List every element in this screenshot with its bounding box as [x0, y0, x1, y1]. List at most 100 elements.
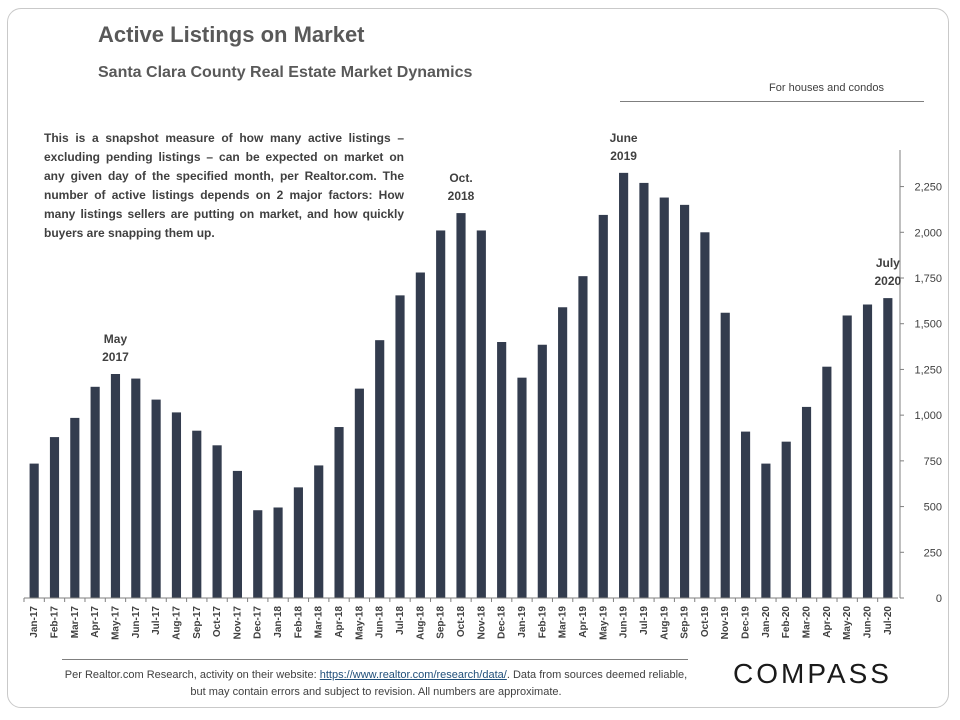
- scope-note: For houses and condos: [769, 82, 884, 94]
- x-tick-label: Aug-18: [415, 606, 426, 640]
- x-tick-label: Feb-17: [49, 606, 60, 639]
- bar-May-17: [110, 374, 121, 598]
- bar-Jan-20: [761, 463, 771, 598]
- bar-Oct-18: [456, 213, 466, 598]
- x-tick-label: Aug-19: [659, 606, 670, 640]
- bar-Mar-20: [801, 406, 812, 598]
- bar-Apr-20: [822, 366, 832, 598]
- x-tick-label: Jun-20: [863, 606, 874, 639]
- bars-group: [29, 172, 893, 599]
- x-tick-label: Apr-17: [90, 606, 101, 638]
- x-tick-label: May-17: [110, 606, 121, 640]
- bar-Mar-19: [558, 307, 568, 598]
- x-tick-label: Nov-17: [232, 606, 243, 640]
- bar-Jan-19: [517, 377, 527, 598]
- bar-Jan-18: [273, 507, 283, 598]
- bar-Jan-17: [29, 463, 39, 598]
- x-tick-label: Jun-18: [375, 606, 386, 639]
- x-tick-label: Jun-19: [619, 606, 630, 639]
- bar-Feb-17: [49, 437, 60, 598]
- x-tick-label: May-19: [598, 606, 609, 640]
- x-tick-label: Dec-19: [741, 606, 752, 639]
- source-footnote: Per Realtor.com Research, activity on th…: [56, 667, 696, 701]
- bar-Sep-18: [436, 230, 446, 598]
- annotation-line2: 2020: [874, 274, 902, 289]
- x-tick-label: Dec-17: [253, 606, 264, 639]
- x-tick-label: Feb-20: [781, 606, 792, 639]
- annotation-line1: June: [609, 130, 638, 145]
- footnote-prefix: Per Realtor.com Research, activity on th…: [64, 669, 320, 681]
- bar-Dec-17: [253, 510, 263, 598]
- x-tick-label: Jan-20: [761, 606, 772, 638]
- y-axis-group: 0 250 500 750 1,000 1,250 1,500 1,750 2,000 2,250: [899, 150, 942, 605]
- x-tick-label: Jul-20: [883, 606, 894, 635]
- annotation-line2: 2019: [610, 148, 637, 163]
- bar-Aug-19: [659, 197, 669, 599]
- x-tick-label: Jul-18: [395, 606, 406, 635]
- bar-Jun-20: [862, 304, 873, 598]
- bar-May-20: [842, 315, 852, 598]
- bar-Nov-19: [720, 312, 730, 598]
- x-tick-label: Feb-18: [293, 606, 304, 639]
- bar-Apr-18: [334, 427, 344, 598]
- x-tick-label: Jul-17: [151, 606, 162, 635]
- annotation-line2: 2018: [447, 189, 475, 204]
- bar-Jul-17: [151, 399, 161, 598]
- x-tick-label: Dec-18: [497, 606, 508, 639]
- peak-annotation: Oct. 2018: [431, 169, 491, 205]
- bar-Feb-19: [537, 344, 547, 598]
- compass-logo: COMPASS: [733, 658, 892, 689]
- annotation-line2: 2017: [102, 350, 129, 364]
- bar-Nov-18: [476, 230, 486, 598]
- x-tick-label: Jul-19: [639, 606, 650, 635]
- bar-May-18: [354, 388, 364, 598]
- bar-Nov-17: [232, 470, 242, 598]
- bar-Mar-17: [70, 417, 80, 598]
- x-tick-label: Jan-18: [273, 606, 284, 638]
- bar-Oct-17: [212, 445, 222, 598]
- x-tick-label: Mar-18: [314, 606, 325, 639]
- x-tick-label: Jan-17: [29, 606, 40, 638]
- peak-annotation: May 2017: [85, 330, 145, 366]
- bar-Oct-19: [700, 232, 710, 599]
- y-tick-label: 750: [924, 456, 942, 468]
- x-tick-label: Mar-17: [70, 606, 81, 639]
- bar-Sep-19: [680, 204, 690, 599]
- annotation-line1: July: [875, 256, 900, 271]
- bar-Mar-18: [314, 465, 324, 598]
- y-tick-label: 1,500: [914, 319, 942, 331]
- x-tick-label: Oct-18: [456, 606, 467, 638]
- x-tick-label: Apr-19: [578, 606, 589, 638]
- x-axis-ticks-group: Jan-17 Feb-17 Mar-17 Apr-17 May-17 Jun-17 Jul-…: [23, 597, 898, 640]
- y-tick-label: 250: [924, 547, 942, 559]
- annotation-line1: May: [103, 332, 128, 346]
- y-tick-label: 1,000: [914, 410, 942, 422]
- top-divider: [620, 101, 924, 102]
- footer-divider: [62, 659, 688, 660]
- chart-description: This is a snapshot measure of how many a…: [44, 131, 404, 240]
- bar-Aug-17: [171, 412, 182, 598]
- x-tick-label: Apr-20: [822, 606, 833, 638]
- x-tick-label: Mar-19: [558, 606, 569, 639]
- bar-Jun-19: [619, 172, 629, 599]
- y-tick-label: 500: [924, 502, 942, 514]
- x-tick-label: Nov-18: [476, 606, 487, 640]
- y-tick-label: 1,750: [914, 273, 942, 285]
- bar-Aug-18: [415, 272, 425, 598]
- bar-Dec-18: [497, 342, 507, 598]
- x-tick-label: Feb-19: [537, 606, 548, 639]
- x-tick-label: Oct-19: [700, 606, 711, 638]
- bar-Jun-17: [131, 378, 141, 598]
- peak-annotation: June 2019: [594, 129, 654, 165]
- chart-title: Active Listings on Market: [98, 22, 365, 47]
- source-link[interactable]: https://www.realtor.com/research/data/: [319, 669, 507, 681]
- x-tick-label: May-18: [354, 606, 365, 640]
- x-tick-label: Sep-17: [192, 606, 203, 639]
- x-tick-label: Apr-18: [334, 606, 345, 638]
- bar-Jul-20: [883, 298, 893, 598]
- bar-Jul-19: [639, 182, 649, 598]
- y-tick-label: 2,250: [914, 182, 942, 194]
- y-tick-label: 0: [936, 593, 942, 605]
- x-tick-label: Oct-17: [212, 606, 223, 638]
